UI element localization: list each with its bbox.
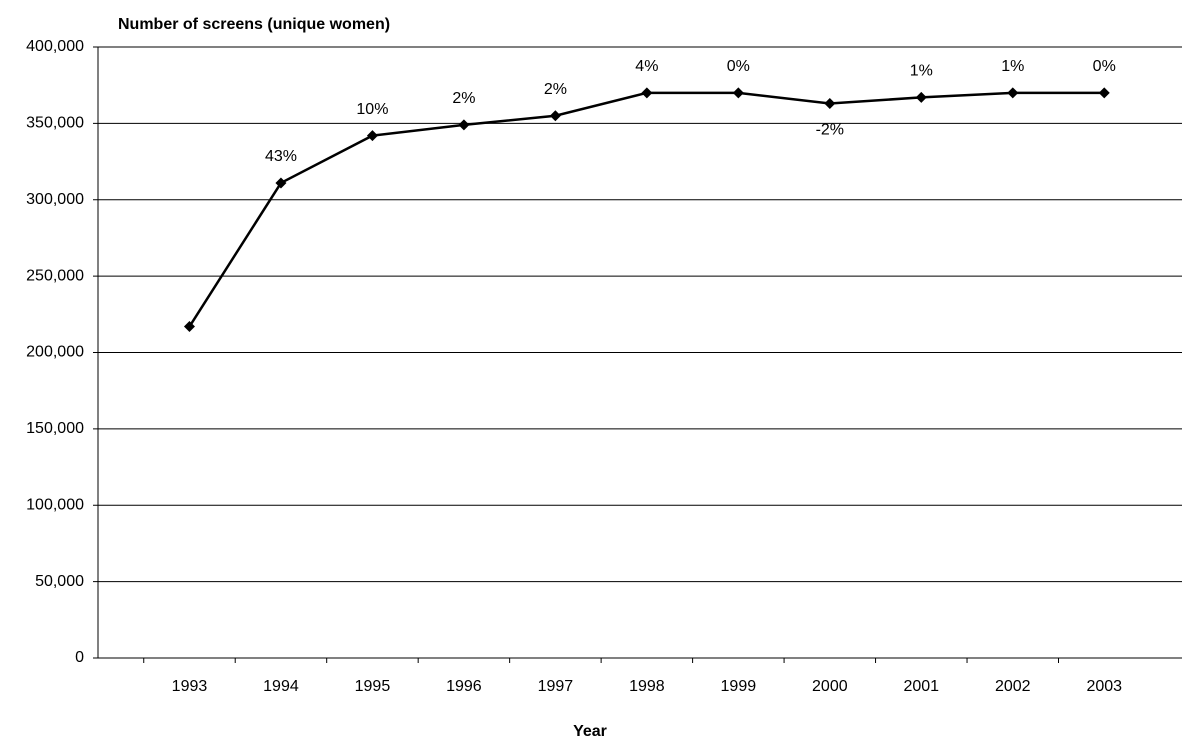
data-line (188, 91, 1105, 328)
x-axis-title: Year (573, 723, 607, 740)
x-tick-label: 1999 (721, 678, 757, 695)
data-point (1007, 87, 1019, 99)
y-tick-label: 350,000 (26, 115, 84, 132)
data-label: 0% (1093, 58, 1116, 75)
data-label: 2% (544, 81, 567, 98)
data-point (641, 87, 653, 99)
y-tick-label: 300,000 (26, 191, 84, 208)
y-tick-label: 400,000 (26, 38, 84, 55)
data-point (732, 87, 744, 99)
data-point (366, 130, 378, 142)
x-tick-label: 1997 (538, 678, 574, 695)
data-point (549, 110, 561, 122)
data-point (275, 177, 287, 189)
data-point (915, 91, 927, 103)
data-label: 0% (727, 58, 750, 75)
x-tick-label: 1994 (263, 678, 299, 695)
data-label: 1% (1001, 58, 1024, 75)
data-label: 2% (452, 90, 475, 107)
y-tick-label: 150,000 (26, 420, 84, 437)
x-tick-label: 1993 (172, 678, 208, 695)
y-tick-label: 0 (75, 649, 84, 666)
x-tick-label: 2000 (812, 678, 848, 695)
data-point (183, 321, 195, 333)
y-tick-label: 250,000 (26, 267, 84, 284)
data-point (1098, 87, 1110, 99)
x-tick-label: 2002 (995, 678, 1031, 695)
data-label: 10% (356, 101, 388, 118)
x-tick-label: 1996 (446, 678, 482, 695)
y-tick-label: 100,000 (26, 496, 84, 513)
data-label: -2% (816, 122, 844, 139)
data-point (824, 98, 836, 110)
x-tick-label: 1998 (629, 678, 665, 695)
chart-title: Number of screens (unique women) (118, 16, 390, 33)
data-label: 1% (910, 63, 933, 80)
x-tick-label: 1995 (355, 678, 391, 695)
data-point (458, 119, 470, 131)
data-label: 43% (265, 148, 297, 165)
x-tick-label: 2001 (903, 678, 939, 695)
y-tick-label: 50,000 (35, 573, 84, 590)
x-tick-label: 2003 (1086, 678, 1122, 695)
data-label: 4% (635, 58, 658, 75)
y-tick-label: 200,000 (26, 344, 84, 361)
